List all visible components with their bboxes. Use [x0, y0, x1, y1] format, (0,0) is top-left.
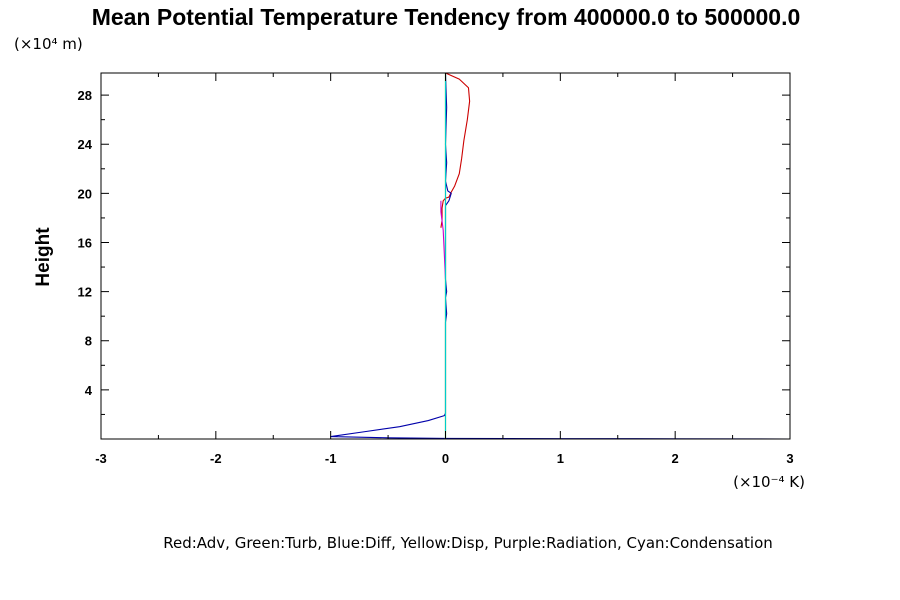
y-tick-label: 4: [85, 383, 93, 398]
x-tick-label: 1: [557, 451, 564, 466]
x-unit-label: (×10⁻⁴ K): [733, 473, 805, 491]
plot-area: [330, 72, 791, 440]
x-tick-label: 3: [786, 451, 793, 466]
y-tick-label: 28: [78, 88, 92, 103]
x-tick-label: -3: [95, 451, 107, 466]
y-tick-label: 20: [78, 186, 92, 201]
y-tick-label: 16: [78, 235, 92, 250]
y-axis-label: Height: [33, 227, 54, 287]
y-tick-label: 8: [85, 334, 92, 349]
y-unit-label: (×10⁴ m): [14, 35, 83, 53]
series-line-diff: [330, 72, 791, 440]
x-tick-label: -1: [325, 451, 337, 466]
x-tick-label: 0: [442, 451, 449, 466]
chart-title: Mean Potential Temperature Tendency from…: [92, 4, 801, 30]
series-line-radiation: [440, 200, 447, 280]
y-axis: 4 8 12 16 20 24 28: [78, 88, 790, 415]
series-line-adv: [440, 72, 471, 228]
x-axis: -3 -2 -1 0 1 2 3: [95, 73, 794, 466]
y-tick-label: 12: [78, 285, 92, 300]
x-tick-label: 2: [672, 451, 679, 466]
y-tick-label: 24: [78, 137, 93, 152]
x-tick-label: -2: [210, 451, 222, 466]
legend-text: Red:Adv, Green:Turb, Blue:Diff, Yellow:D…: [163, 534, 773, 552]
